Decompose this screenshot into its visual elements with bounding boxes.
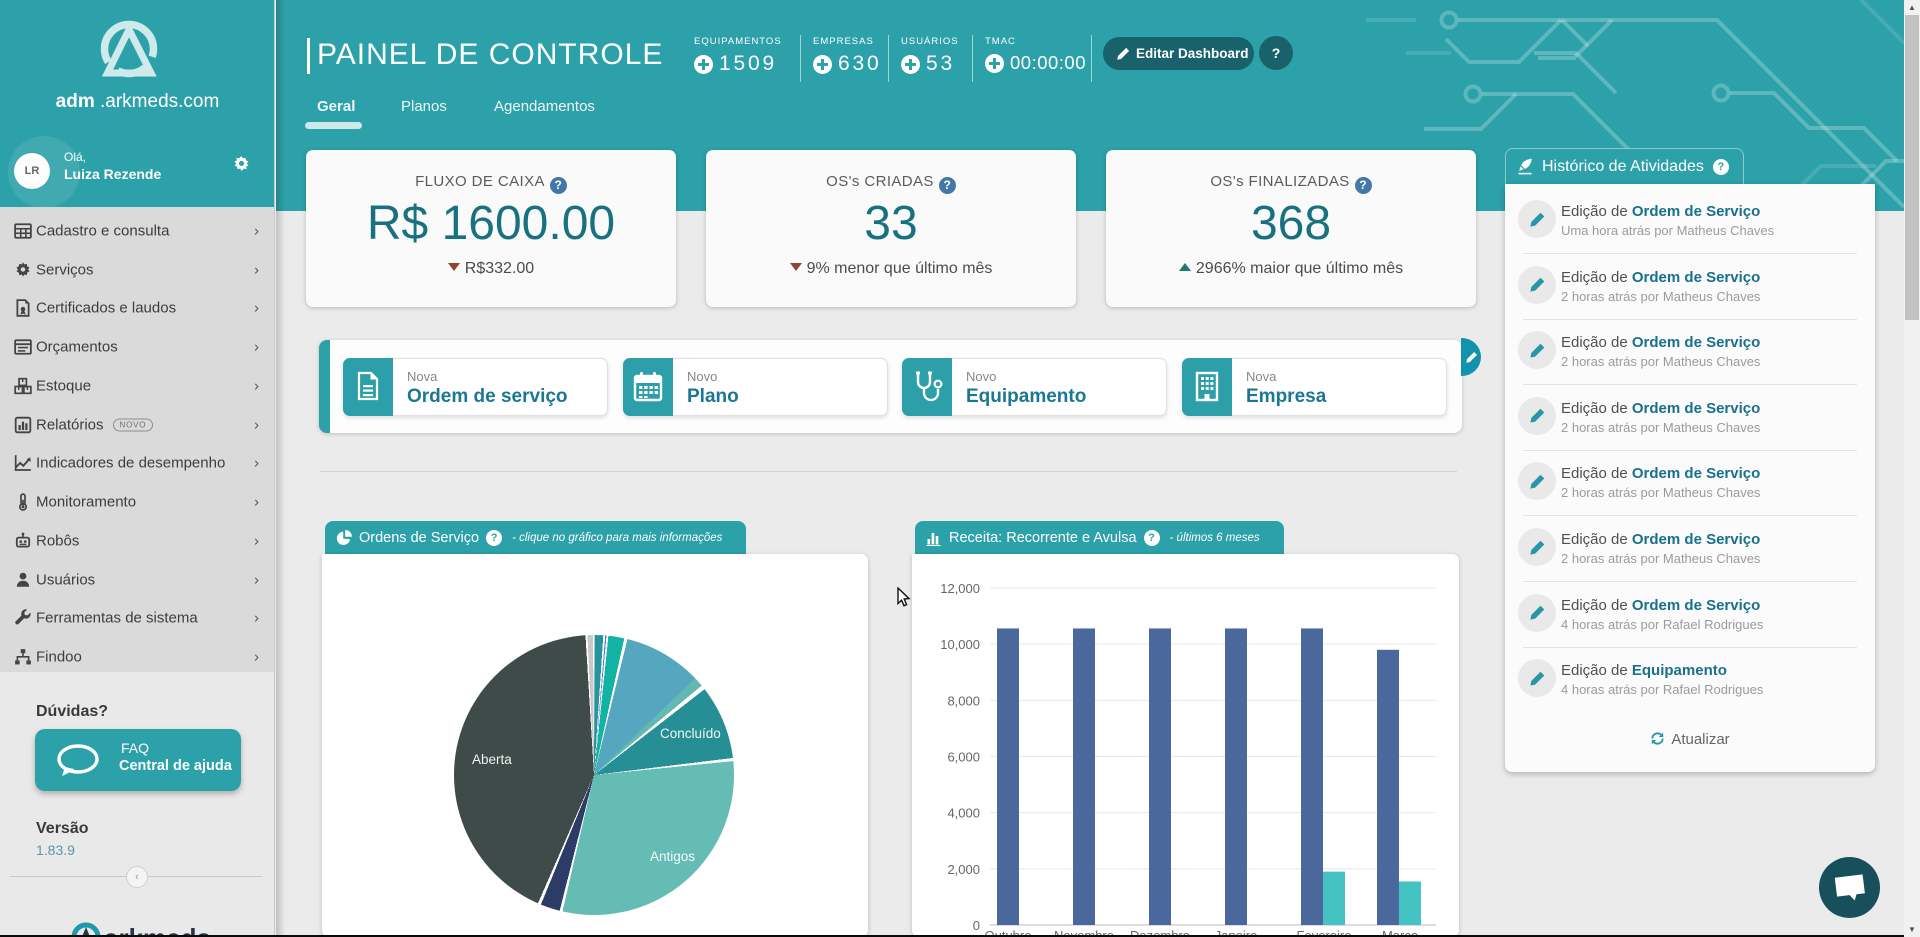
svg-text:8,000: 8,000 <box>947 693 980 708</box>
svg-text:12,000: 12,000 <box>940 581 980 596</box>
svg-text:Março: Março <box>1382 928 1418 937</box>
svg-text:arkmeds: arkmeds <box>104 923 211 937</box>
svg-text:2,000: 2,000 <box>947 862 980 877</box>
svg-text:4,000: 4,000 <box>947 806 980 821</box>
svg-text:Fevereiro: Fevereiro <box>1297 928 1352 937</box>
svg-text:Outubro: Outubro <box>985 928 1032 937</box>
svg-text:Novembro: Novembro <box>1054 928 1114 937</box>
svg-text:6,000: 6,000 <box>947 750 980 765</box>
svg-text:10,000: 10,000 <box>940 637 980 652</box>
svg-text:0: 0 <box>973 918 980 933</box>
svg-text:Janeiro: Janeiro <box>1215 928 1258 937</box>
svg-text:Dezembro: Dezembro <box>1130 928 1190 937</box>
